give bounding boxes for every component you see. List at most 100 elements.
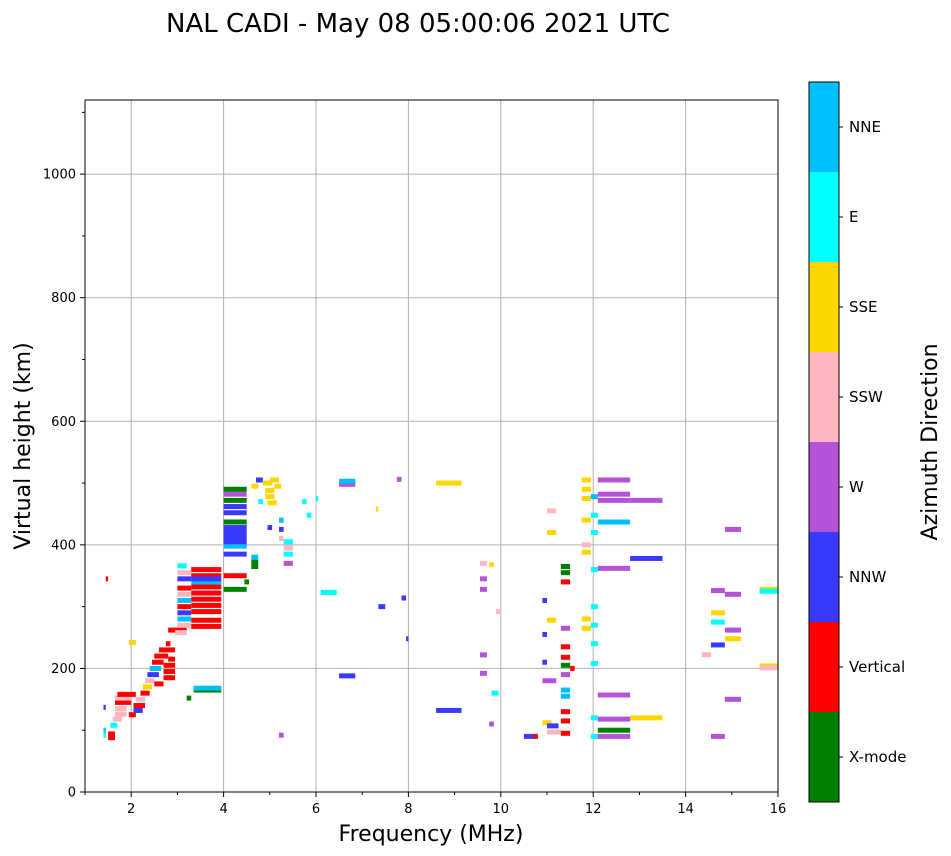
echo-mark <box>701 652 712 658</box>
echo-mark <box>223 534 247 540</box>
echo-mark <box>191 609 222 615</box>
echo-mark <box>339 673 356 679</box>
echo-mark <box>597 497 631 503</box>
echo-mark <box>581 496 591 502</box>
echo-mark <box>581 616 591 622</box>
colorbar-label: SSW <box>849 388 883 406</box>
echo-mark <box>135 696 146 702</box>
echo-mark <box>103 704 106 710</box>
echo-mark <box>223 573 247 579</box>
colorbar-label: X-mode <box>849 748 906 766</box>
echo-mark <box>533 733 538 739</box>
echo-mark <box>191 584 222 590</box>
echo-mark <box>279 536 284 542</box>
echo-mark <box>724 526 742 532</box>
echo-mark <box>112 716 122 722</box>
echo-mark <box>177 597 192 603</box>
echo-mark <box>283 545 293 551</box>
colorbar-segment <box>809 532 839 622</box>
echo-mark <box>244 579 250 585</box>
echo-mark <box>177 563 187 569</box>
echo-mark <box>560 693 571 699</box>
echo-mark <box>279 732 284 738</box>
echo-mark <box>560 625 571 631</box>
y-tick-label: 800 <box>51 291 76 306</box>
echo-mark <box>177 591 192 597</box>
echo-mark <box>711 588 725 594</box>
echo-mark <box>115 711 127 717</box>
echo-mark <box>191 573 222 579</box>
echo-mark <box>406 636 409 642</box>
echo-mark <box>191 617 222 623</box>
echo-mark <box>147 672 159 678</box>
echo-mark <box>597 477 631 483</box>
echo-mark <box>724 636 742 642</box>
echo-mark <box>560 662 571 668</box>
echo-mark <box>547 729 561 735</box>
echo-mark <box>223 519 247 525</box>
echo-mark <box>597 692 631 698</box>
echo-mark <box>590 622 598 628</box>
echo-mark <box>590 530 598 535</box>
echo-mark <box>223 497 247 503</box>
echo-mark <box>223 504 247 510</box>
echo-mark <box>316 496 319 502</box>
echo-mark <box>223 539 247 545</box>
echo-mark <box>274 483 282 489</box>
echo-mark <box>570 665 575 671</box>
x-tick-label: 4 <box>219 802 227 817</box>
echo-mark <box>108 731 116 737</box>
echo-mark <box>251 559 259 565</box>
colorbar-segment <box>809 622 839 712</box>
echo-mark <box>163 675 176 681</box>
echo-mark <box>177 622 192 628</box>
echo-mark <box>267 500 277 506</box>
echo-mark <box>630 555 663 561</box>
echo-mark <box>560 687 571 693</box>
echo-mark <box>191 567 222 573</box>
echo-mark <box>103 727 106 733</box>
echo-mark <box>547 508 557 514</box>
echo-mark <box>396 476 402 482</box>
y-tick-label: 400 <box>51 538 76 553</box>
echo-mark <box>133 703 146 708</box>
echo-mark <box>223 486 247 492</box>
echo-mark <box>267 525 273 531</box>
echo-mark <box>177 570 192 576</box>
echo-mark <box>191 623 222 629</box>
echo-mark <box>186 695 192 701</box>
echo-mark <box>590 660 598 666</box>
echo-mark <box>523 733 538 739</box>
echo-mark <box>158 647 176 653</box>
echo-mark <box>590 567 598 573</box>
echo-mark <box>251 483 259 489</box>
echo-mark <box>339 478 356 484</box>
echo-mark <box>630 715 663 721</box>
echo-mark <box>547 530 557 535</box>
echo-mark <box>711 642 725 648</box>
echo-mark <box>590 604 598 610</box>
echo-mark <box>542 720 552 726</box>
echo-mark <box>542 597 547 603</box>
echo-mark <box>283 539 293 545</box>
echo-mark <box>165 641 171 647</box>
echo-mark <box>265 494 275 500</box>
echo-mark <box>436 707 462 713</box>
echo-mark <box>279 526 284 532</box>
echo-mark <box>759 665 778 671</box>
echo-mark <box>251 554 259 560</box>
echo-mark <box>597 565 631 571</box>
echo-mark <box>133 707 143 713</box>
x-axis-label: Frequency (MHz) <box>339 822 524 847</box>
echo-mark <box>489 721 494 727</box>
echo-mark <box>560 709 571 715</box>
echo-mark <box>480 560 487 566</box>
echo-mark <box>436 480 462 486</box>
y-tick-label: 1000 <box>43 168 76 183</box>
echo-mark <box>711 610 725 616</box>
echo-mark <box>223 510 247 516</box>
echo-mark <box>480 586 487 592</box>
x-tick-label: 2 <box>127 802 135 817</box>
x-tick-label: 14 <box>677 802 694 817</box>
